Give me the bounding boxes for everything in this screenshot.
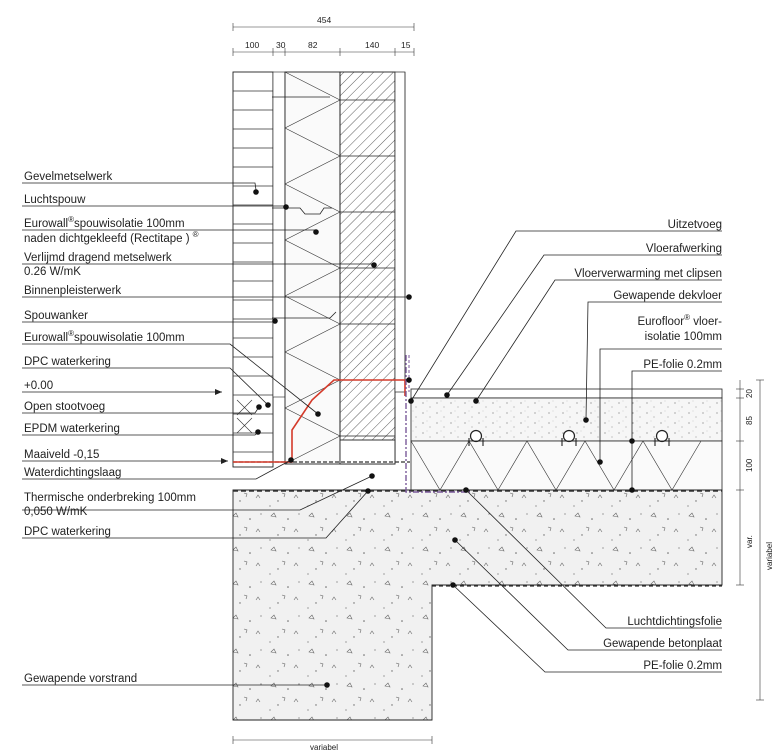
label-eurofloor-1: Eurofloor® vloer-: [637, 313, 722, 328]
left-leaders: [22, 182, 409, 686]
label-spouwanker: Spouwanker: [24, 310, 88, 322]
label-verlijmd-lambda: 0.26 W/mK: [24, 266, 81, 278]
label-eurowall-rectitape: naden dichtgekleefd (Rectitape ) ®: [24, 230, 199, 245]
right-leaders: [410, 230, 722, 673]
label-dpc-waterkering-1: DPC waterkering: [24, 356, 111, 368]
leader-dot: [629, 438, 635, 444]
dim-right-var: var.: [745, 535, 754, 548]
leader-dot: [408, 398, 414, 404]
label-epdm-waterkering: EPDM waterkering: [24, 423, 120, 435]
label-luchtspouw: Luchtspouw: [24, 194, 86, 206]
leader-dot: [288, 457, 294, 463]
leader-dot: [255, 429, 261, 435]
label-luchtdichtingsfolie: Luchtdichtingsfolie: [627, 616, 722, 628]
leader-dot: [283, 204, 289, 210]
left-labels: Gevelmetselwerk Luchtspouw Eurowall®spou…: [24, 171, 199, 685]
cavity-tie: [272, 311, 337, 319]
leader-dot: [450, 582, 456, 588]
leader-dot: [463, 487, 469, 493]
leader-dot: [452, 537, 458, 543]
label-verlijmd-metselwerk: Verlijmd dragend metselwerk: [24, 252, 172, 264]
leader-dots: [253, 189, 635, 688]
leader-dot: [371, 262, 377, 268]
label-gewapende-dekvloer: Gewapende dekvloer: [613, 290, 722, 302]
leader-dot: [265, 402, 271, 408]
label-eurowall-2: Eurowall®spouwisolatie 100mm: [24, 329, 185, 344]
leader-dot: [256, 404, 262, 410]
label-gewapende-betonplaat: Gewapende betonplaat: [603, 638, 723, 650]
label-binnenpleisterwerk: Binnenpleisterwerk: [24, 285, 121, 297]
dim-segment-82: 82: [308, 40, 318, 50]
leader-dot: [444, 392, 450, 398]
leader-dot: [315, 411, 321, 417]
floor-assembly: [232, 388, 723, 721]
top-dimension-chain: 454 100 30 82 140 15: [232, 15, 415, 56]
leader-dot: [365, 488, 371, 494]
air-seal-membrane: [405, 355, 470, 493]
leader-dot: [473, 398, 479, 404]
label-waterdichtingslaag: Waterdichtingslaag: [24, 467, 121, 479]
label-gewapende-vorstrand: Gewapende vorstrand: [24, 673, 137, 685]
label-eurowall-1: Eurowall®spouwisolatie 100mm: [24, 215, 185, 230]
dim-right-85: 85: [745, 416, 754, 425]
label-eurofloor-2: isolatie 100mm: [645, 331, 722, 343]
dim-segment-30: 30: [276, 40, 286, 50]
dim-total-454: 454: [317, 15, 331, 25]
bottom-dimension: variabel: [232, 736, 433, 751]
leader-dot: [583, 417, 589, 423]
leader-dot: [272, 318, 278, 324]
leader-dot: [597, 459, 603, 465]
dim-right-variabel: variabel: [765, 542, 774, 570]
leader-dot: [369, 473, 375, 479]
label-maaiveld: Maaiveld -0,15: [24, 449, 99, 461]
dim-right-100: 100: [745, 458, 754, 472]
leader-dot: [629, 487, 635, 493]
right-labels: Uitzetvoeg Vloerafwerking Vloerverwarmin…: [574, 219, 722, 672]
label-thermische-lambda: 0,050 W/mK: [24, 506, 88, 518]
label-vloerverwarming: Vloerverwarming met clipsen: [574, 268, 722, 280]
leader-dot: [324, 682, 330, 688]
label-open-stootvoeg: Open stootvoeg: [24, 401, 105, 413]
dim-segment-15: 15: [401, 40, 411, 50]
label-uitzetvoeg: Uitzetvoeg: [668, 219, 722, 231]
label-vloerafwerking: Vloerafwerking: [646, 243, 722, 255]
wall-assembly: [232, 71, 406, 468]
right-dimension-chain: 20 85 100 var. variabel: [736, 379, 774, 701]
dim-segment-100: 100: [245, 40, 259, 50]
label-thermische-onderbreking: Thermische onderbreking 100mm: [24, 492, 196, 504]
leader-dot: [406, 294, 412, 300]
label-peil-0: +0.00: [24, 380, 53, 392]
label-pe-folie-2: PE-folie 0.2mm: [643, 660, 722, 672]
leader-dot: [406, 377, 412, 383]
leader-dot: [253, 189, 259, 195]
label-pe-folie-1: PE-folie 0.2mm: [643, 359, 722, 371]
label-dpc-waterkering-2: DPC waterkering: [24, 526, 111, 538]
label-gevelmetselwerk: Gevelmetselwerk: [24, 171, 112, 183]
leader-dot: [313, 229, 319, 235]
dim-right-20: 20: [745, 389, 754, 398]
dim-bottom-variabel: variabel: [310, 743, 338, 751]
dim-segment-140: 140: [365, 40, 379, 50]
